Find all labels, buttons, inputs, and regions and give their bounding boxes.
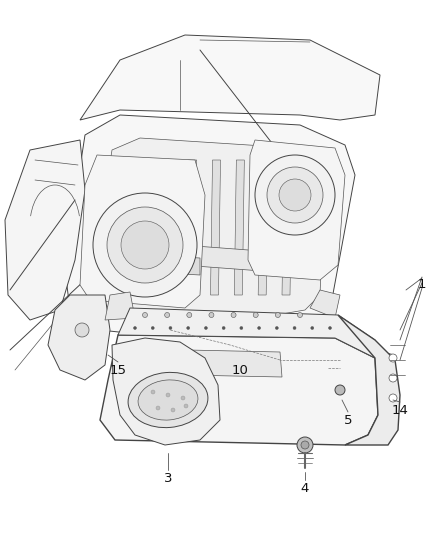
Text: 10: 10 xyxy=(232,364,248,376)
Polygon shape xyxy=(310,290,340,318)
Polygon shape xyxy=(100,335,378,445)
Text: 1: 1 xyxy=(418,279,426,292)
Circle shape xyxy=(253,312,258,318)
Polygon shape xyxy=(282,160,292,295)
Polygon shape xyxy=(248,140,345,280)
Polygon shape xyxy=(338,315,400,445)
Circle shape xyxy=(93,193,197,297)
Polygon shape xyxy=(80,35,380,120)
Ellipse shape xyxy=(128,373,208,427)
Circle shape xyxy=(181,396,185,400)
Text: 5: 5 xyxy=(344,414,352,426)
Polygon shape xyxy=(5,140,85,320)
Circle shape xyxy=(297,312,303,318)
Polygon shape xyxy=(163,160,173,295)
Circle shape xyxy=(231,312,236,318)
Polygon shape xyxy=(258,160,268,295)
Polygon shape xyxy=(105,292,135,320)
Circle shape xyxy=(187,327,190,329)
Circle shape xyxy=(276,312,280,318)
Circle shape xyxy=(171,408,175,412)
Polygon shape xyxy=(234,160,244,295)
Polygon shape xyxy=(112,338,220,445)
Text: 14: 14 xyxy=(392,403,409,416)
Polygon shape xyxy=(114,240,316,275)
Circle shape xyxy=(187,312,192,318)
Circle shape xyxy=(151,327,154,329)
Polygon shape xyxy=(187,160,197,295)
Text: 4: 4 xyxy=(301,481,309,495)
Circle shape xyxy=(205,327,208,329)
Circle shape xyxy=(240,327,243,329)
Circle shape xyxy=(335,385,345,395)
Circle shape xyxy=(255,155,335,235)
Polygon shape xyxy=(139,160,149,295)
Polygon shape xyxy=(80,155,205,308)
Circle shape xyxy=(121,221,169,269)
Circle shape xyxy=(134,327,137,329)
Circle shape xyxy=(151,390,155,394)
Circle shape xyxy=(389,394,397,402)
Polygon shape xyxy=(118,308,375,358)
Circle shape xyxy=(258,327,261,329)
Circle shape xyxy=(184,404,188,408)
Text: 3: 3 xyxy=(164,472,172,484)
Circle shape xyxy=(311,327,314,329)
Polygon shape xyxy=(211,160,220,295)
Circle shape xyxy=(301,441,309,449)
Circle shape xyxy=(166,393,170,397)
Circle shape xyxy=(75,323,89,337)
Circle shape xyxy=(389,374,397,382)
Ellipse shape xyxy=(138,380,198,420)
Circle shape xyxy=(142,312,148,318)
Polygon shape xyxy=(48,295,110,380)
Circle shape xyxy=(328,327,332,329)
Polygon shape xyxy=(185,350,282,377)
Circle shape xyxy=(389,354,397,362)
Circle shape xyxy=(156,406,160,410)
Circle shape xyxy=(279,179,311,211)
Circle shape xyxy=(267,167,323,223)
Polygon shape xyxy=(90,138,325,322)
Circle shape xyxy=(165,312,170,318)
Circle shape xyxy=(276,327,278,329)
Circle shape xyxy=(222,327,225,329)
Circle shape xyxy=(169,327,172,329)
Circle shape xyxy=(209,312,214,318)
Circle shape xyxy=(297,437,313,453)
Polygon shape xyxy=(65,115,355,345)
Polygon shape xyxy=(145,255,200,275)
Circle shape xyxy=(293,327,296,329)
Text: 15: 15 xyxy=(110,364,127,376)
Circle shape xyxy=(107,207,183,283)
